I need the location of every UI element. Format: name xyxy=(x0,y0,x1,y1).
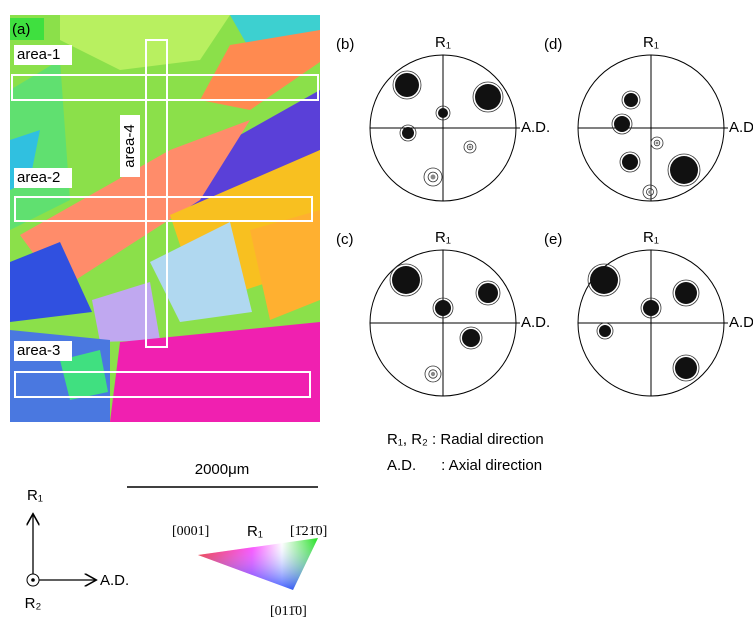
pole-spot xyxy=(590,266,618,294)
axis-label: R₁ xyxy=(435,229,451,246)
axis-label: A.D. xyxy=(521,119,550,136)
pole-spot xyxy=(675,282,697,304)
pole-spot xyxy=(656,142,659,145)
legend-line: R₁, R₂ : Radial direction xyxy=(387,431,544,448)
pole-spot xyxy=(469,146,472,149)
axis-out-dot xyxy=(31,578,35,582)
pole-spot xyxy=(402,127,414,139)
pole-spot xyxy=(670,156,698,184)
pole-spot xyxy=(431,175,436,180)
axis-label: A.D. xyxy=(729,119,753,136)
pole-spot xyxy=(643,300,659,316)
panel-label: (b) xyxy=(336,36,354,53)
pole-spot xyxy=(431,372,435,376)
pole-spot xyxy=(648,190,652,194)
pole-spot xyxy=(392,266,420,294)
panel-label: (e) xyxy=(544,231,562,248)
pole-spot xyxy=(614,116,630,132)
panel-label: (a) xyxy=(12,21,30,38)
axis-label: A.D. xyxy=(729,314,753,331)
area-label: area-1 xyxy=(17,46,60,63)
axis-label: R₁ xyxy=(27,487,43,504)
area-label: area-3 xyxy=(17,342,60,359)
scale-bar-label: 2000μm xyxy=(195,461,250,478)
pole-spot xyxy=(438,108,448,118)
ebsd-map: area-1 area-2 area-3 area-4 (a) xyxy=(10,15,320,422)
pole-spot xyxy=(462,329,480,347)
axis-label: R₁ xyxy=(435,34,451,51)
ipf-label: R₁ xyxy=(247,523,263,540)
pole-spot xyxy=(435,300,451,316)
pole-spot xyxy=(622,154,638,170)
ipf-label: [0001] xyxy=(172,524,209,539)
pole-spot xyxy=(395,73,419,97)
area-label: area-2 xyxy=(17,169,60,186)
area-label: area-4 xyxy=(121,124,138,167)
panel-label: (d) xyxy=(544,36,562,53)
axis-label: R₂ xyxy=(25,595,42,612)
pole-spot xyxy=(599,325,611,337)
pole-spot xyxy=(478,283,498,303)
axis-label: R₁ xyxy=(643,34,659,51)
axis-label: A.D. xyxy=(521,314,550,331)
pole-spot xyxy=(624,93,638,107)
ipf-label: [011̄0] xyxy=(270,604,307,619)
ipf-label: [1̄21̄0] xyxy=(290,524,327,539)
figure: area-1 area-2 area-3 area-4 (a) 2000μm R₁ A.D.… xyxy=(0,0,753,632)
pole-spot xyxy=(475,84,501,110)
panel-label: (c) xyxy=(336,231,354,248)
axis-label: R₁ xyxy=(643,229,659,246)
pole-spot xyxy=(675,357,697,379)
legend-line: A.D. : Axial direction xyxy=(387,457,542,474)
axis-label: A.D. xyxy=(100,572,129,589)
ipf-triangle-shade xyxy=(198,538,318,590)
